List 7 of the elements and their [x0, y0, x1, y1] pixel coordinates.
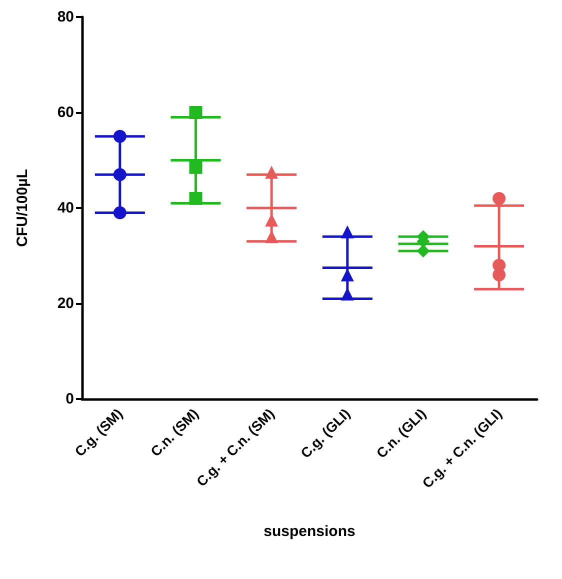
y-tick-label: 60 — [57, 104, 74, 121]
y-tick-label: 80 — [57, 8, 74, 26]
x-axis-title: suspensions — [264, 523, 356, 540]
y-tick-label: 20 — [57, 295, 74, 312]
y-tick-label: 40 — [57, 200, 74, 216]
y-axis-title: CFU/100µL — [14, 169, 31, 247]
y-tick-label: 0 — [66, 390, 74, 408]
